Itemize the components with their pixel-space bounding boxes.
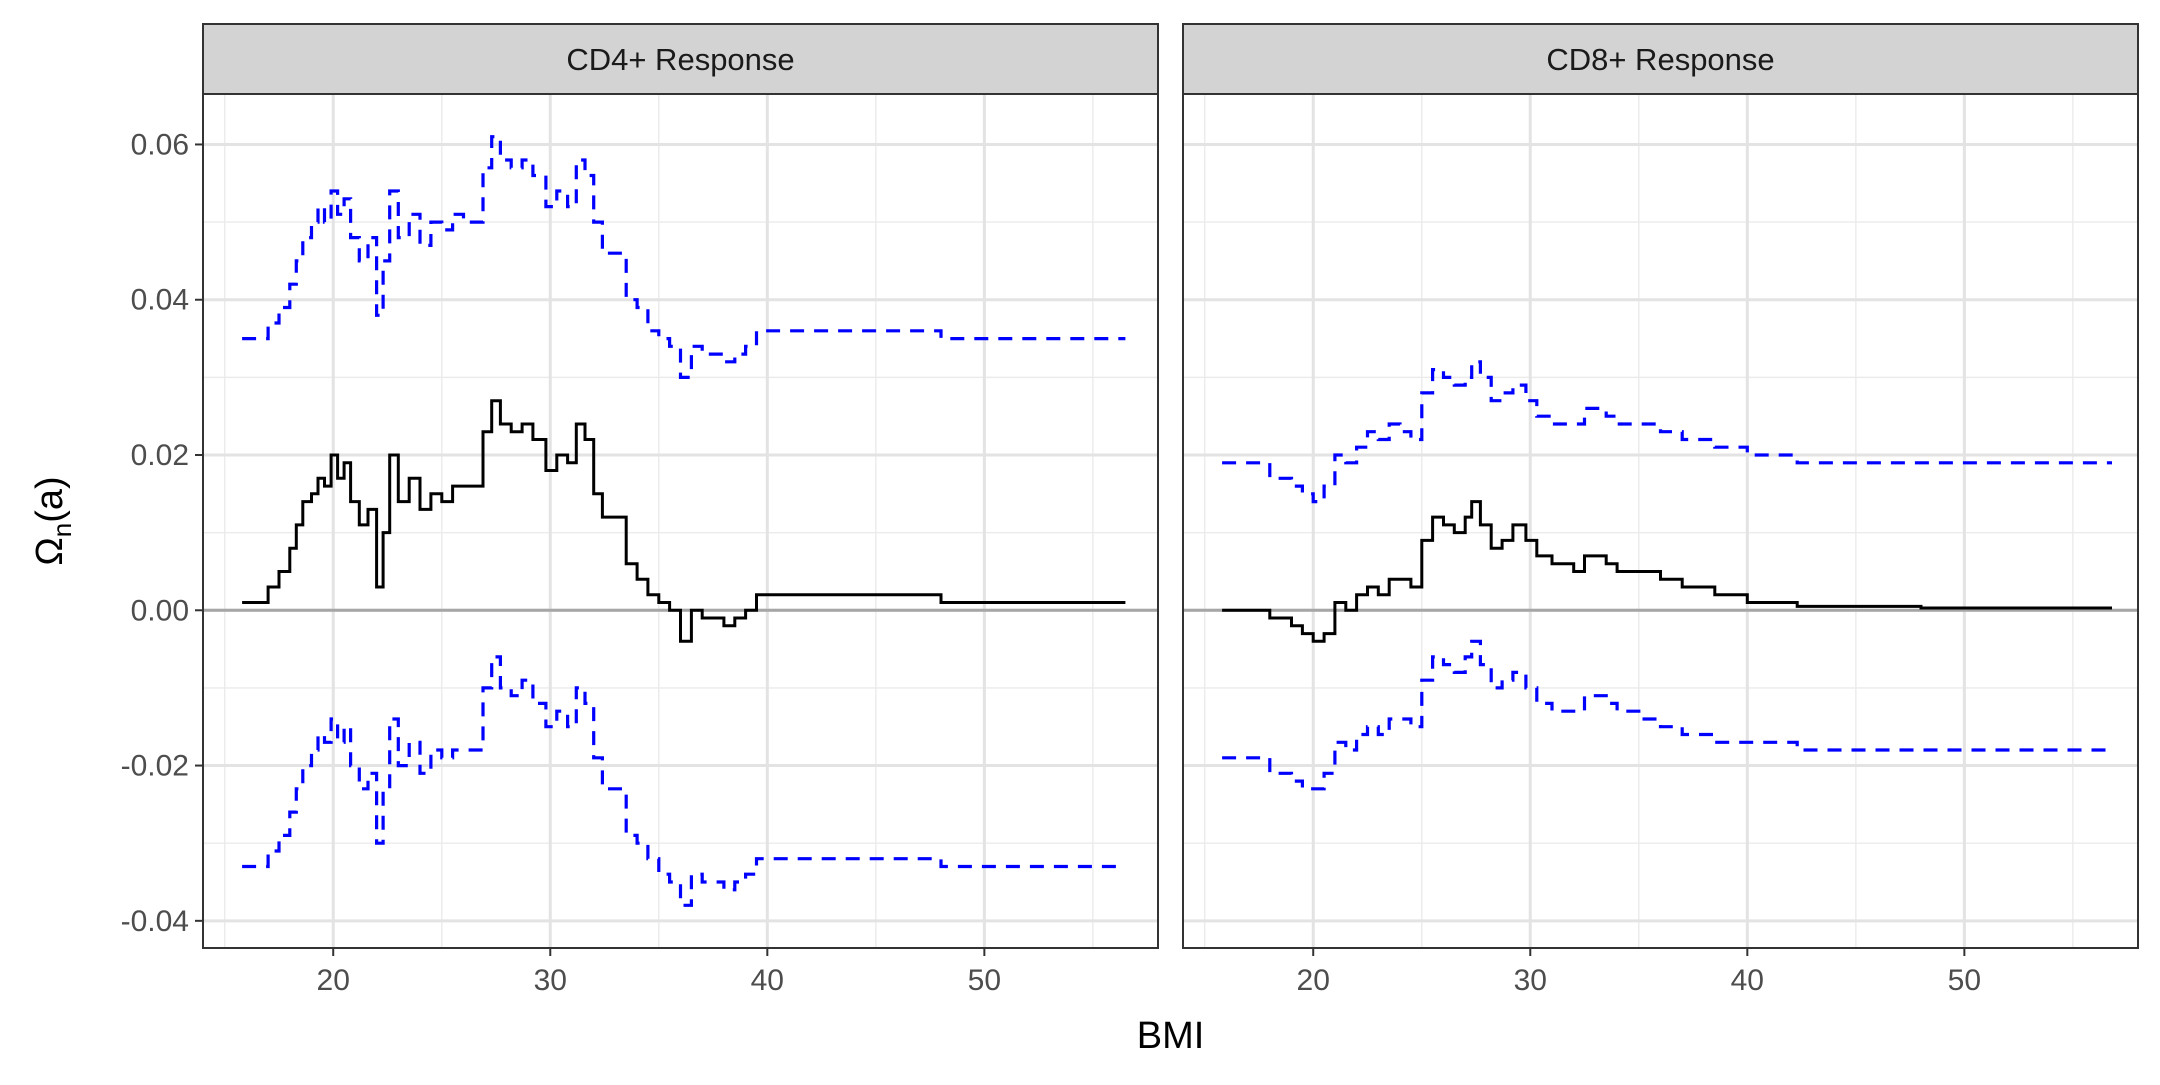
series-estimate-line: [242, 399, 1126, 643]
x-tick-label: 20: [317, 964, 350, 997]
y-tick-label: -0.04: [121, 905, 189, 938]
y-tick-label: 0.00: [131, 594, 189, 627]
y-axis-title: Ωn(a): [29, 476, 77, 565]
x-tick-label: 40: [751, 964, 784, 997]
panel-1: CD4+ Response 20 30 40 50 -0.04 -0.02 0.00 0.02 0…: [121, 23, 1159, 997]
series-upper-line: [242, 135, 1126, 379]
x-axis-title: BMI: [1137, 1015, 1205, 1057]
y-tick-label: 0.06: [131, 128, 189, 161]
panel-2: CD8+ Response 20 30 40 50: [1182, 23, 2139, 997]
series-upper-line: [1222, 360, 2112, 504]
y-tick-label: 0.04: [131, 284, 189, 317]
panel-background: [1183, 94, 2138, 948]
series-lower-line: [242, 655, 1126, 907]
series-estimate-line: [1222, 500, 2112, 643]
x-tick-label: 50: [1948, 964, 1981, 997]
facet-strip-label: CD8+ Response: [1546, 42, 1774, 77]
y-tick-label: -0.02: [121, 750, 189, 783]
x-tick-label: 40: [1731, 964, 1764, 997]
y-tick-label: 0.02: [131, 439, 189, 472]
x-tick-label: 30: [534, 964, 567, 997]
facet-strip: [1182, 23, 2139, 95]
facet-strip-label: CD4+ Response: [566, 42, 794, 77]
x-tick-label: 20: [1297, 964, 1330, 997]
series-lower-line: [1222, 639, 2112, 791]
x-tick-label: 50: [968, 964, 1001, 997]
x-tick-label: 30: [1514, 964, 1547, 997]
facet-strip: [202, 23, 1159, 95]
panel-background: [203, 94, 1158, 948]
